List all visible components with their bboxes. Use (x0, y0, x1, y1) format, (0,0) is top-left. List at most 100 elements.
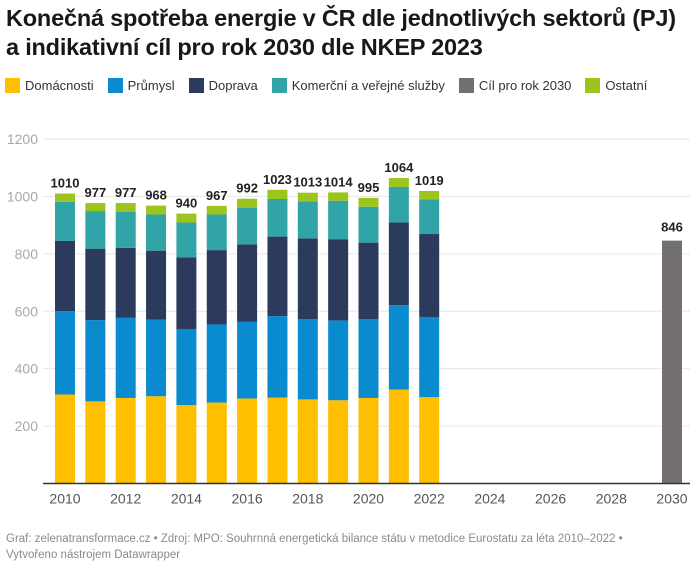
bar-segment-komer-n-a-ve-ejn-slu-by-2015 (206, 214, 227, 251)
bar-segment-ostatn--2013 (146, 205, 167, 215)
y-tick-label-1200: 1200 (7, 131, 38, 147)
bar-segment-komer-n-a-ve-ejn-slu-by-2022 (419, 199, 440, 235)
bar-segment-ostatn--2020 (358, 197, 379, 207)
bar-segment-dom-cnosti-2010 (55, 394, 75, 484)
bar-segment-ostatn--2010 (55, 193, 75, 202)
bar-segment-doprava-2020 (358, 242, 379, 320)
bar-segment-pr-mysl-2017 (267, 316, 288, 398)
y-tick-label-600: 600 (15, 303, 39, 319)
bar-segment-pr-mysl-2012 (115, 317, 136, 398)
bar-segment-doprava-2016 (237, 244, 258, 322)
bar-segment-pr-mysl-2018 (297, 319, 318, 400)
bar-segment-dom-cnosti-2021 (388, 389, 409, 484)
bar-stack-2021 (388, 178, 409, 484)
data-label-2014: 940 (176, 196, 198, 211)
data-labels: 1010 977 977 968 940 967 992 1023 1013 1014 995 106… (51, 160, 683, 235)
bar-segment-pr-mysl-2010 (55, 311, 75, 395)
bar-segment-dom-cnosti-2016 (237, 398, 258, 484)
bar-stack-2019 (328, 192, 349, 484)
bar-segment-pr-mysl-2020 (358, 319, 379, 398)
bar-segment-pr-mysl-2015 (206, 324, 227, 403)
x-tick-label-2030: 2030 (656, 491, 687, 507)
footer-credit-line: Vytvořeno nástrojem Datawrapper (6, 549, 181, 561)
bar-segment-doprava-2021 (388, 222, 409, 306)
data-label-2017: 1023 (263, 172, 292, 187)
bar-segment-pr-mysl-2011 (85, 320, 106, 402)
legend-swatch-doprava (188, 77, 204, 93)
legend-label-komercni: Komerční a veřejné služby (291, 77, 445, 93)
bar-stack-2020 (358, 197, 379, 484)
legend-label-domacnosti: Domácnosti (25, 77, 94, 93)
x-axis-ticks: 2010 2012 2014 2016 2018 2020 2022 2024 2026 2028… (49, 491, 687, 507)
legend-swatch-prumysl (107, 77, 123, 93)
bar-segment-pr-mysl-2022 (419, 316, 440, 398)
legend-item-domacnosti: Domácnosti (5, 77, 94, 93)
bar-segment-pr-mysl-2019 (328, 320, 349, 401)
bar-segment-dom-cnosti-2017 (267, 397, 288, 484)
bar-segment-komer-n-a-ve-ejn-slu-by-2019 (328, 200, 349, 240)
bar-segment-ostatn--2018 (297, 192, 318, 202)
bar-segment-komer-n-a-ve-ejn-slu-by-2010 (55, 201, 75, 241)
legend-swatch-cil-2030 (458, 77, 474, 93)
bar-segment-ostatn--2016 (237, 198, 258, 208)
bar-segment-ostatn--2011 (85, 203, 106, 212)
legend-label-ostatni: Ostatní (605, 77, 648, 93)
bar-segment-doprava-2012 (115, 247, 136, 318)
bar-segment-pr-mysl-2021 (388, 305, 409, 390)
bar-segment-komer-n-a-ve-ejn-slu-by-2014 (176, 222, 197, 258)
bar-target-2030 (662, 240, 682, 484)
bar-segment-ostatn--2015 (206, 205, 227, 215)
legend-swatch-domacnosti (5, 77, 20, 93)
data-label-2021: 1064 (384, 160, 414, 175)
bar-stack-2018 (297, 192, 318, 484)
x-tick-label-2024: 2024 (474, 491, 505, 507)
bar-segment-komer-n-a-ve-ejn-slu-by-2021 (388, 186, 409, 223)
bar-segment-dom-cnosti-2011 (85, 401, 106, 484)
bars (55, 178, 682, 484)
legend-item-doprava: Doprava (188, 77, 258, 93)
legend-item-ostatni: Ostatní (585, 77, 648, 93)
x-tick-label-2014: 2014 (171, 491, 202, 507)
data-label-2016: 992 (236, 181, 258, 196)
x-tick-label-2010: 2010 (49, 491, 80, 507)
data-label-2012: 977 (115, 185, 137, 200)
bar-segment-dom-cnosti-2015 (206, 402, 227, 484)
bar-stack-2016 (237, 198, 258, 484)
data-label-2022: 1019 (415, 173, 444, 188)
bar-segment-komer-n-a-ve-ejn-slu-by-2012 (115, 211, 136, 248)
bar-segment-pr-mysl-2013 (146, 319, 167, 397)
bar-stack-2014 (176, 213, 197, 484)
x-tick-label-2026: 2026 (535, 491, 566, 507)
y-tick-label-800: 800 (15, 246, 39, 262)
bar-segment-dom-cnosti-2014 (176, 405, 197, 484)
legend: Domácnosti Průmysl Doprava Komerční a ve… (5, 76, 661, 94)
legend-label-prumysl: Průmysl (127, 77, 175, 93)
bar-segment-ostatn--2017 (267, 189, 288, 200)
bar-segment-doprava-2019 (328, 239, 349, 321)
x-tick-label-2016: 2016 (232, 491, 263, 507)
chart-title-line-2: a indikativní cíl pro rok 2030 dle NKEP … (6, 34, 483, 60)
bar-segment-komer-n-a-ve-ejn-slu-by-2011 (85, 211, 106, 249)
data-label-2011: 977 (84, 185, 106, 200)
bar-segment-pr-mysl-2016 (237, 321, 258, 399)
bar-stack-2022 (419, 190, 440, 484)
bar-segment-pr-mysl-2014 (176, 329, 197, 406)
legend-item-komercni: Komerční a veřejné služby (271, 77, 445, 93)
bar-segment-ostatn--2012 (115, 203, 136, 212)
y-tick-label-200: 200 (15, 418, 39, 434)
x-tick-label-2012: 2012 (110, 491, 141, 507)
y-tick-label-400: 400 (15, 361, 39, 377)
bar-segment-dom-cnosti-2020 (358, 397, 379, 484)
bar-segment-doprava-2015 (206, 250, 227, 325)
bar-segment-doprava-2017 (267, 236, 288, 317)
chart-title: Konečná spotřeba energie v ČR dle jednot… (6, 4, 696, 62)
stacked-bar-chart: 200 400 600 800 1000 1200 1010 977 977 968 940 967… (7, 131, 690, 507)
legend-swatch-ostatni (585, 77, 601, 93)
bar-segment-doprava-2013 (146, 250, 167, 320)
bar-segment-doprava-2014 (176, 257, 197, 330)
bar-stack-2011 (85, 203, 106, 484)
legend-item-cil-2030: Cíl pro rok 2030 (458, 77, 571, 93)
data-label-2019: 1014 (324, 174, 354, 189)
bar-segment-komer-n-a-ve-ejn-slu-by-2020 (358, 206, 379, 243)
chart-title-line-1: Konečná spotřeba energie v ČR dle jednot… (6, 5, 676, 31)
